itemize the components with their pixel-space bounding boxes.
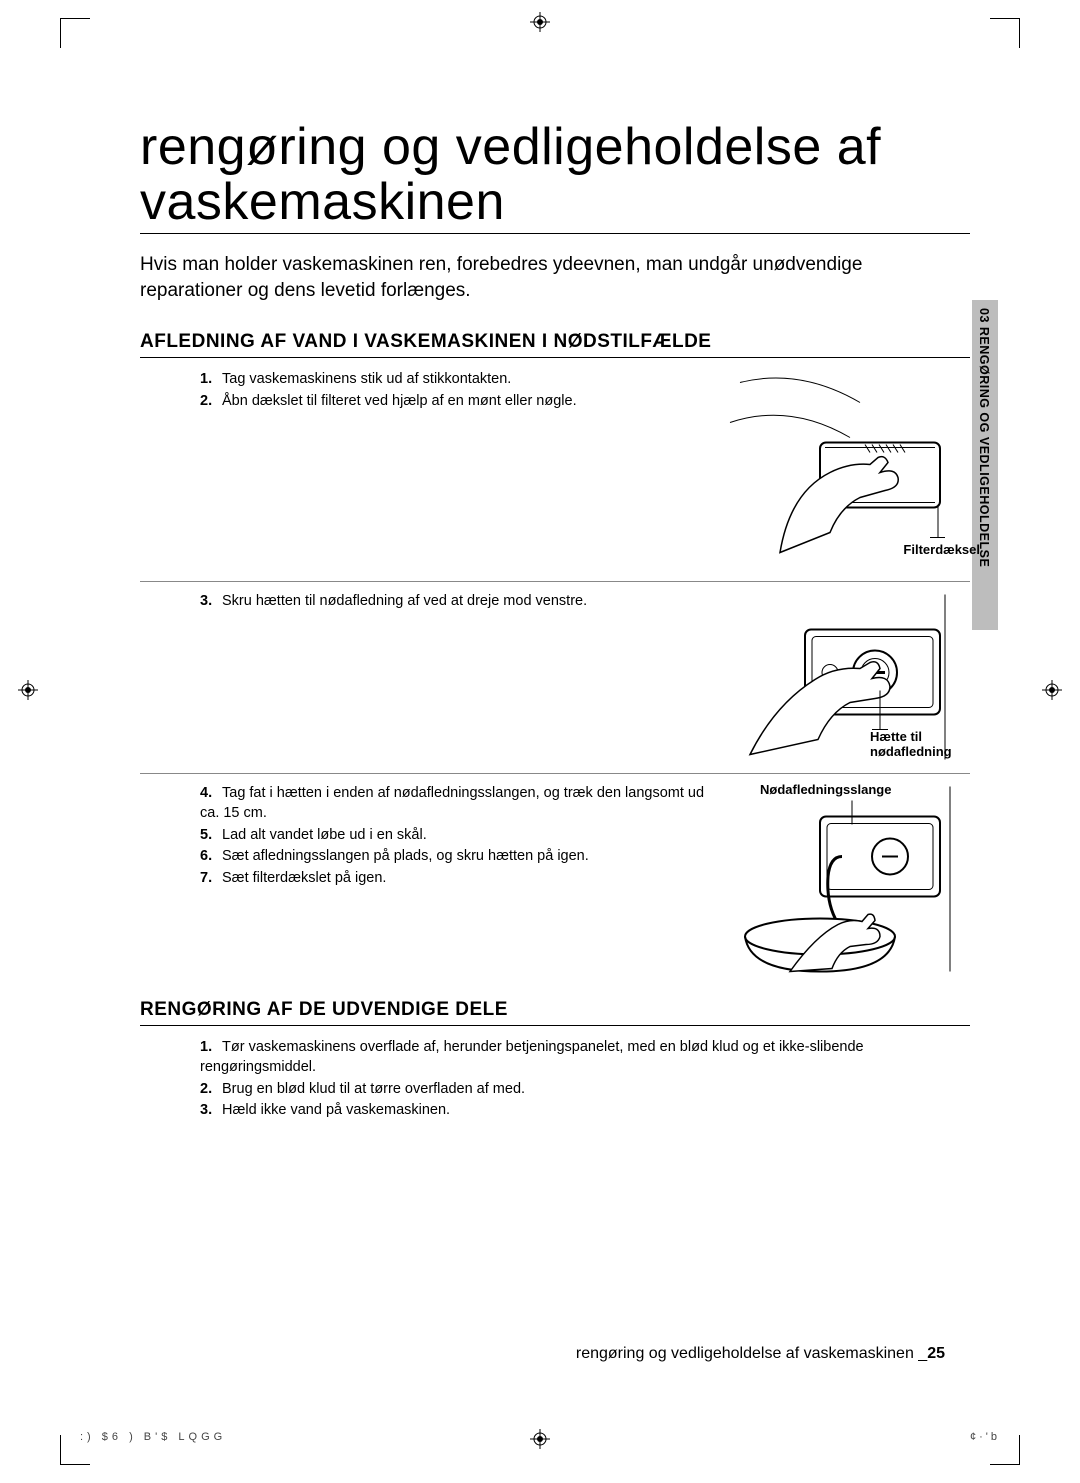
list-item: 3.Skru hætten til nødafledning af ved at… xyxy=(200,592,720,612)
step-text: 1.Tag vaskemaskinens stik ud af stikkont… xyxy=(140,370,720,575)
list-item: 2.Åbn dækslet til filteret ved hjælp af … xyxy=(200,392,720,412)
step-number: 2. xyxy=(200,392,222,412)
step-content: Tag vaskemaskinens stik ud af stikkontak… xyxy=(222,371,511,387)
step-number: 3. xyxy=(200,1101,222,1121)
step-text: 1.Tør vaskemaskinens overflade af, herun… xyxy=(140,1038,970,1120)
page-title: rengøring og vedligeholdelse af vaskemas… xyxy=(140,120,970,234)
print-code: ¢·'b xyxy=(970,1431,1000,1443)
crop-mark xyxy=(60,18,90,48)
footer-text: rengøring og vedligeholdelse af vaskemas… xyxy=(576,1345,927,1362)
figure-drain-hose: Nødafledningsslange xyxy=(720,784,970,979)
step-block: 4.Tag fat i hætten i enden af nødafledni… xyxy=(140,784,970,985)
print-code: :) $6 ) B'$ LQGG xyxy=(80,1431,226,1443)
step-number: 1. xyxy=(200,370,222,390)
step-number: 2. xyxy=(200,1080,222,1100)
page-content: rengøring og vedligeholdelse af vaskemas… xyxy=(140,120,970,1123)
list-item: 7.Sæt filterdækslet på igen. xyxy=(200,869,720,889)
section-heading: RENGØRING AF DE UDVENDIGE DELE xyxy=(140,999,970,1026)
step-content: Brug en blød klud til at tørre overflade… xyxy=(222,1081,525,1097)
step-content: Sæt filterdækslet på igen. xyxy=(222,870,386,886)
list-item: 6.Sæt afledningsslangen på plads, og skr… xyxy=(200,847,720,867)
step-block: 3.Skru hætten til nødafledning af ved at… xyxy=(140,592,970,774)
step-number: 4. xyxy=(200,784,222,804)
step-number: 7. xyxy=(200,869,222,889)
page-footer: rengøring og vedligeholdelse af vaskemas… xyxy=(576,1345,945,1363)
list-item: 2.Brug en blød klud til at tørre overfla… xyxy=(200,1080,970,1100)
crop-mark xyxy=(990,18,1020,48)
step-number: 3. xyxy=(200,592,222,612)
registration-mark-icon xyxy=(530,1429,550,1449)
figure-drain-cap: Hætte til nødafledning xyxy=(720,592,970,767)
figure-filter-cover: Filterdæksel xyxy=(720,370,970,575)
chapter-tab: 03 RENGØRING OG VEDLIGEHOLDELSE xyxy=(972,300,998,630)
figure-label: Filterdæksel xyxy=(903,542,980,557)
list-item: 5.Lad alt vandet løbe ud i en skål. xyxy=(200,826,720,846)
step-text: 4.Tag fat i hætten i enden af nødafledni… xyxy=(140,784,720,979)
list-item: 1.Tag vaskemaskinens stik ud af stikkont… xyxy=(200,370,720,390)
registration-mark-icon xyxy=(530,12,550,32)
step-block: 1.Tag vaskemaskinens stik ud af stikkont… xyxy=(140,370,970,582)
step-content: Hæld ikke vand på vaskemaskinen. xyxy=(222,1102,450,1118)
chapter-tab-label: 03 RENGØRING OG VEDLIGEHOLDELSE xyxy=(972,300,996,575)
intro-text: Hvis man holder vaskemaskinen ren, foreb… xyxy=(140,252,970,303)
step-text: 3.Skru hætten til nødafledning af ved at… xyxy=(140,592,720,767)
step-content: Sæt afledningsslangen på plads, og skru … xyxy=(222,848,589,864)
page-number: 25 xyxy=(927,1345,945,1362)
list-item: 3.Hæld ikke vand på vaskemaskinen. xyxy=(200,1101,970,1121)
step-content: Tør vaskemaskinens overflade af, herunde… xyxy=(200,1039,864,1075)
list-item: 4.Tag fat i hætten i enden af nødafledni… xyxy=(200,784,720,823)
list-item: 1.Tør vaskemaskinens overflade af, herun… xyxy=(200,1038,970,1077)
step-number: 5. xyxy=(200,826,222,846)
registration-mark-icon xyxy=(1042,680,1062,700)
step-content: Tag fat i hætten i enden af nødafledning… xyxy=(200,785,704,821)
section-heading: AFLEDNING AF VAND I VASKEMASKINEN I NØDS… xyxy=(140,331,970,358)
figure-label: Nødafledningsslange xyxy=(760,782,891,797)
step-number: 1. xyxy=(200,1038,222,1058)
step-content: Åbn dækslet til filteret ved hjælp af en… xyxy=(222,393,577,409)
step-number: 6. xyxy=(200,847,222,867)
step-content: Skru hætten til nødafledning af ved at d… xyxy=(222,593,587,609)
step-content: Lad alt vandet løbe ud i en skål. xyxy=(222,827,427,843)
registration-mark-icon xyxy=(18,680,38,700)
figure-label: Hætte til nødafledning xyxy=(870,729,980,759)
